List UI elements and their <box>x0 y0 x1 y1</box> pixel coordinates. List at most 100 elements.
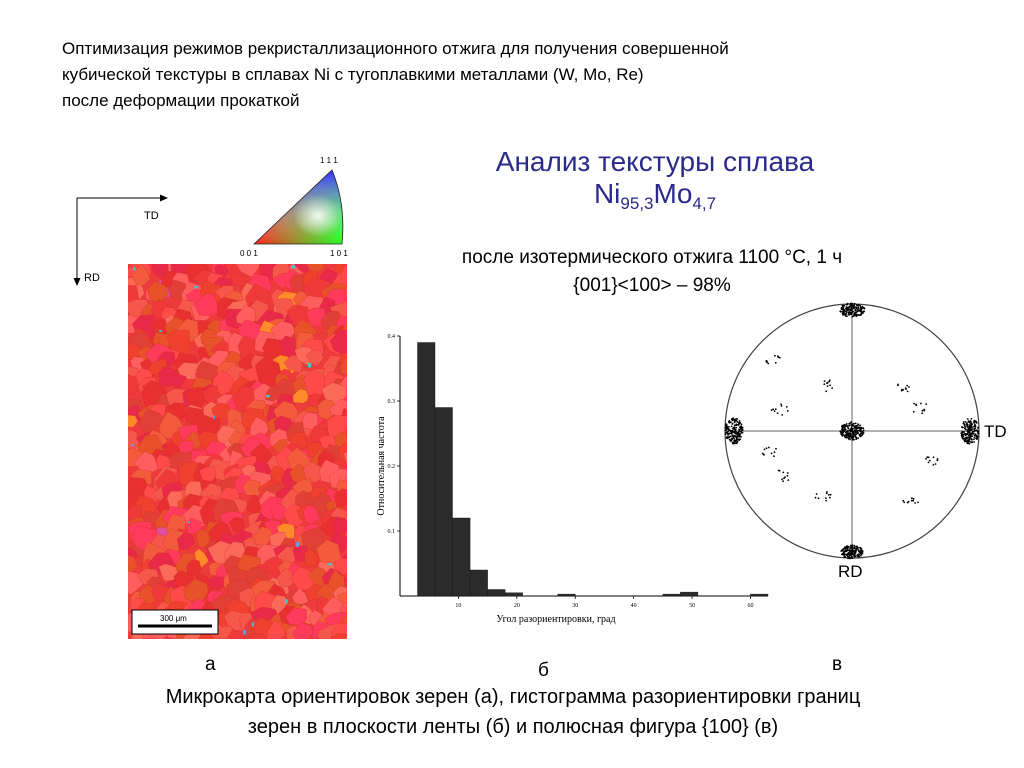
pole-scatter <box>934 463 937 465</box>
sample-axes: TD RD <box>73 194 168 286</box>
x-tick-label: 30 <box>572 603 578 609</box>
pole-scatter <box>905 388 907 390</box>
pole-top-cluster <box>842 311 845 314</box>
pole-left-cluster <box>739 421 741 424</box>
grain <box>176 532 195 550</box>
grain <box>344 635 347 639</box>
histogram-bar <box>557 593 576 597</box>
panel-letter-v: в <box>832 654 843 675</box>
pole-center-cluster <box>849 428 851 431</box>
pole-center-cluster <box>857 423 860 426</box>
pole-scatter <box>825 390 828 393</box>
pole-left-cluster <box>738 439 741 441</box>
pole-left-cluster <box>741 431 744 434</box>
pole-center-cluster <box>849 434 852 437</box>
pole-left-cluster <box>733 432 736 434</box>
grain <box>214 264 230 278</box>
pole-center-cluster <box>839 430 842 433</box>
pole-scatter <box>912 498 915 500</box>
y-tick-label: 0.1 <box>388 529 396 535</box>
pole-left-cluster <box>731 431 734 433</box>
pole-left-cluster <box>738 420 741 422</box>
pole-top-cluster <box>840 310 842 313</box>
grain <box>291 587 309 606</box>
grain <box>345 571 347 574</box>
pole-center-cluster <box>844 436 846 439</box>
grain <box>265 385 282 402</box>
pole-left-cluster <box>731 418 733 421</box>
pole-scatter <box>765 447 768 450</box>
pole-scatter <box>915 403 917 406</box>
minor-grain <box>285 599 288 604</box>
pole-right-cluster <box>970 432 973 435</box>
pole-bottom-cluster <box>846 547 849 550</box>
pole-scatter <box>785 406 788 408</box>
histogram-bar <box>504 592 523 597</box>
pole-left-cluster <box>735 441 737 443</box>
pole-left-cluster <box>735 431 737 434</box>
histogram-bar <box>452 517 471 597</box>
pole-center-cluster <box>843 430 846 432</box>
pole-top-cluster <box>852 307 855 310</box>
pole-scatter <box>903 501 906 504</box>
grain <box>130 264 151 286</box>
y-tick-label: 0.2 <box>388 464 396 470</box>
pole-center-cluster <box>851 431 854 434</box>
grain <box>345 531 347 538</box>
pole-left-cluster <box>734 429 737 431</box>
pole-center-cluster <box>841 435 844 437</box>
panel-letter-b: б <box>538 660 549 681</box>
minor-grain <box>213 415 215 420</box>
minor-grain <box>308 363 312 368</box>
pole-right-cluster <box>973 438 975 441</box>
grain <box>196 529 211 548</box>
pole-right-cluster <box>975 437 977 440</box>
pole-center-cluster <box>845 423 848 425</box>
pole-scatter <box>815 493 818 495</box>
pole-left-cluster <box>724 429 727 432</box>
grain <box>340 356 347 376</box>
pole-bottom-cluster <box>846 545 848 547</box>
pole-right-cluster <box>974 425 977 428</box>
pole-scatter <box>773 455 775 458</box>
pole-left-cluster <box>733 427 736 429</box>
pole-top-cluster <box>844 307 847 310</box>
header-line-3: после деформации прокаткой <box>62 91 300 110</box>
pole-right-cluster <box>960 433 963 436</box>
grain-map-image <box>128 264 347 639</box>
caption-line-1: Микрокарта ориентировок зерен (а), гисто… <box>165 686 861 708</box>
pole-right-cluster <box>967 421 970 423</box>
minor-grain <box>131 444 134 447</box>
pole-top-cluster <box>851 305 853 307</box>
pole-right-cluster <box>970 428 973 431</box>
pole-left-cluster <box>733 421 736 424</box>
pole-center-cluster <box>851 432 854 435</box>
pole-rd-label: RD <box>838 562 863 581</box>
pole-center-cluster <box>846 425 849 427</box>
pole-top-cluster <box>845 306 848 308</box>
pole-top-cluster <box>846 303 848 306</box>
pole-scatter <box>920 402 922 405</box>
pole-center-cluster <box>855 425 857 428</box>
grain <box>194 292 220 317</box>
pole-center-cluster <box>862 429 865 432</box>
pole-top-cluster <box>846 308 849 310</box>
pole-center-cluster <box>851 436 853 439</box>
pole-right-cluster <box>976 432 979 434</box>
x-tick-label: 10 <box>455 603 461 609</box>
pole-top-cluster <box>852 305 855 308</box>
pole-right-cluster <box>963 438 965 440</box>
pole-left-cluster <box>729 432 732 435</box>
pole-bottom-cluster <box>849 547 851 550</box>
pole-scatter <box>932 464 935 466</box>
pole-center-cluster <box>846 432 848 435</box>
pole-scatter <box>926 456 929 459</box>
pole-scatter <box>906 390 909 393</box>
pole-center-cluster <box>848 424 850 427</box>
grain <box>226 628 242 639</box>
pole-bottom-cluster <box>847 552 850 554</box>
x-tick-label: 20 <box>514 603 520 609</box>
grain <box>329 329 347 358</box>
pole-center-cluster <box>862 432 865 434</box>
pole-top-cluster <box>863 307 866 310</box>
